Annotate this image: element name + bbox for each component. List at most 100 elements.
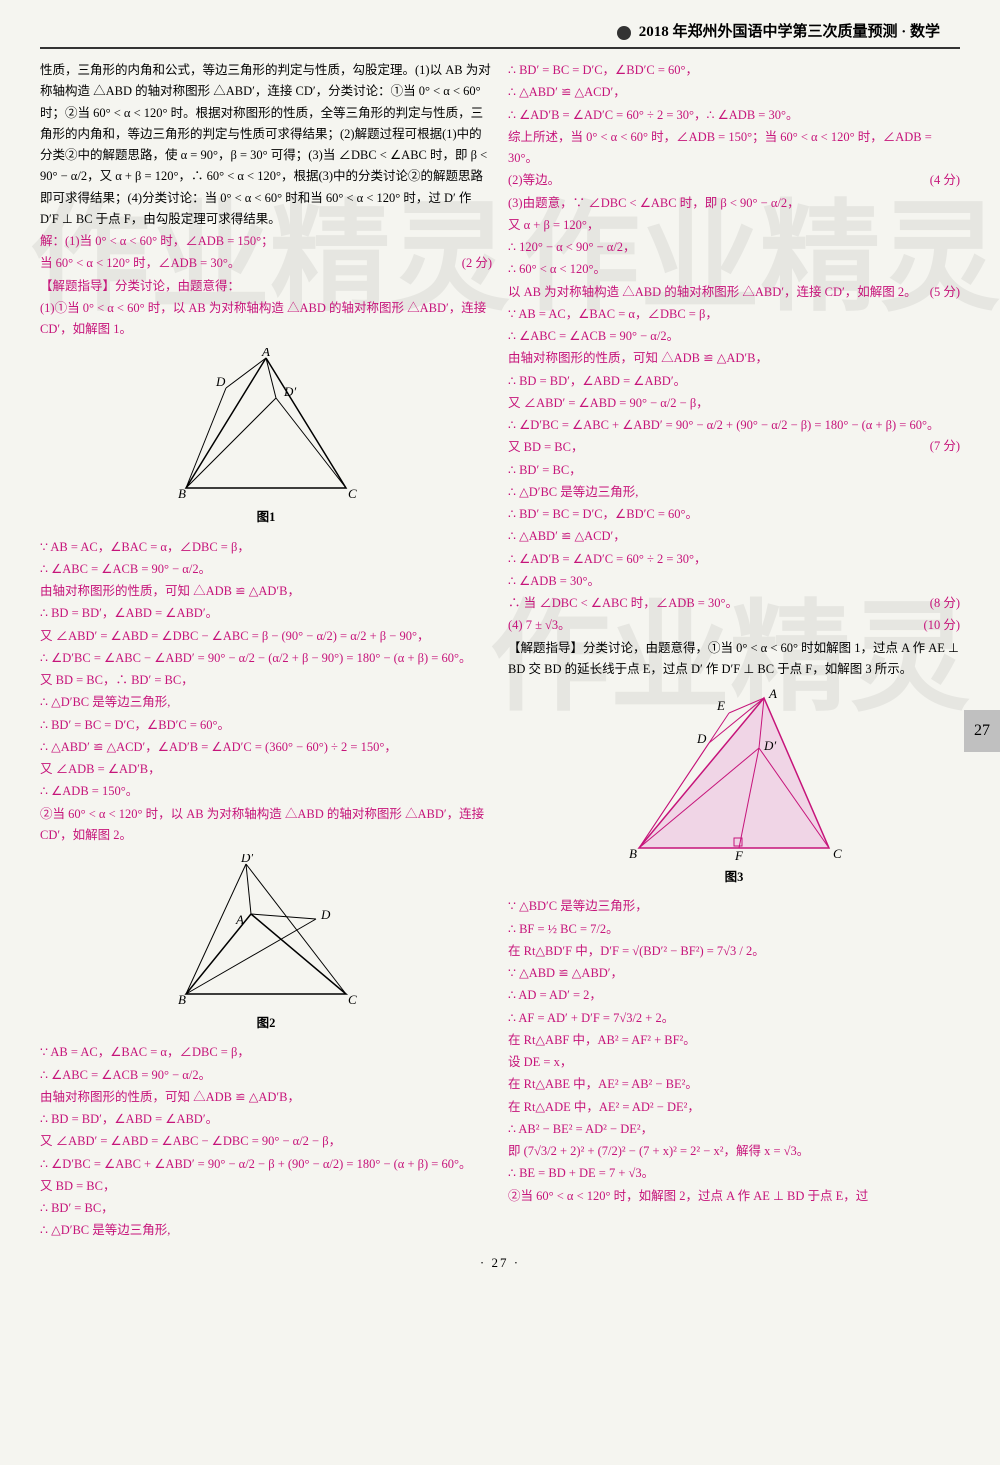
page-number: 27 (492, 1255, 509, 1270)
l18: ∴ ∠D′BC = ∠ABC + ∠ABD′ = 90° − α/2 − β +… (40, 1154, 492, 1175)
guide-title: 【解题指导】分类讨论，由题意得： (40, 276, 492, 297)
l20: ∴ BD′ = BC， (40, 1198, 492, 1219)
score-2: (2 分) (462, 253, 492, 274)
l2: ∴ ∠ABC = ∠ACB = 90° − α/2。 (40, 559, 492, 580)
header-circle (617, 26, 631, 40)
answer-1b: 当 60° < α < 120° 时，∠ADB = 30°。 (2 分) (40, 253, 492, 274)
r22: ∴ ∠AD′B = ∠AD′C = 60° ÷ 2 = 30°， (508, 549, 960, 570)
figure-3: A E D D′ B F C 图3 (508, 688, 960, 888)
svg-text:D: D (215, 374, 226, 389)
svg-text:A: A (261, 348, 270, 359)
r16: ∴ ∠D′BC = ∠ABC + ∠ABD′ = 90° − α/2 + (90… (508, 415, 960, 436)
r21: ∴ △ABD′ ≌ △ACD′， (508, 526, 960, 547)
page-header: 2018 年郑州外国语中学第三次质量预测 · 数学 (40, 20, 960, 49)
r29: ∵ △ABD ≌ △ABD′， (508, 963, 960, 984)
figure-1-label: 图1 (40, 507, 492, 528)
r16-text: ∴ ∠D′BC = ∠ABC + ∠ABD′ = 90° − α/2 + (90… (508, 418, 939, 432)
l6: ∴ ∠D′BC = ∠ABC − ∠ABD′ = 90° − α/2 − (α/… (40, 648, 492, 669)
header-title: 2018 年郑州外国语中学第三次质量预测 · 数学 (639, 24, 940, 40)
svg-text:E: E (716, 698, 725, 713)
left-column: 性质，三角形的内角和公式，等边三角形的判定与性质，勾股定理。(1)以 AB 为对… (40, 59, 492, 1243)
l16: ∴ BD = BD′，∠ABD = ∠ABD′。 (40, 1109, 492, 1130)
svg-text:F: F (734, 848, 744, 863)
r18: ∴ BD′ = BC， (508, 460, 960, 481)
score-7: (7 分) (930, 436, 960, 457)
r8: ∴ 120° − α < 90° − α/2， (508, 237, 960, 258)
l3: 由轴对称图形的性质，可知 △ADB ≌ △AD′B， (40, 581, 492, 602)
intro-text: 性质，三角形的内角和公式，等边三角形的判定与性质，勾股定理。(1)以 AB 为对… (40, 60, 492, 230)
r25-text: (4) 7 ± √3。 (508, 618, 571, 632)
case1-text: (1)①当 0° < α < 60° 时，以 AB 为对称轴构造 △ABD 的轴… (40, 298, 492, 341)
r20: ∴ BD′ = BC = D′C，∠BD′C = 60°。 (508, 504, 960, 525)
r15: 又 ∠ABD′ = ∠ABD = 90° − α/2 − β， (508, 393, 960, 414)
l19: 又 BD = BC， (40, 1176, 492, 1197)
r39: ②当 60° < α < 120° 时，如解图 2，过点 A 作 AE ⊥ BD… (508, 1186, 960, 1207)
l13: ∵ AB = AC，∠BAC = α，∠DBC = β， (40, 1042, 492, 1063)
l17: 又 ∠ABD′ = ∠ABD = ∠ABC − ∠DBC = 90° − α/2… (40, 1131, 492, 1152)
r7: 又 α + β = 120°， (508, 215, 960, 236)
r5-text: (2)等边。 (508, 173, 560, 187)
r37: 即 (7√3/2 + 2)² + (7/2)² − (7 + x)² = 2² … (508, 1141, 960, 1162)
l8: ∴ △D′BC 是等边三角形, (40, 692, 492, 713)
r10-text: 以 AB 为对称轴构造 △ABD 的轴对称图形 △ABD′，连接 CD′，如解图… (508, 285, 917, 299)
l12: ∴ ∠ADB = 150°。 (40, 781, 492, 802)
r23: ∴ ∠ADB = 30°。 (508, 571, 960, 592)
score-5: (5 分) (930, 282, 960, 303)
r12: ∴ ∠ABC = ∠ACB = 90° − α/2。 (508, 326, 960, 347)
l9: ∴ BD′ = BC = D′C，∠BD′C = 60°。 (40, 715, 492, 736)
r1: ∴ BD′ = BC = D′C，∠BD′C = 60°， (508, 60, 960, 81)
figure-1: A D D′ B C 图1 (40, 348, 492, 528)
svg-text:C: C (348, 486, 357, 501)
r2: ∴ △ABD′ ≌ △ACD′， (508, 82, 960, 103)
r25: (4) 7 ± √3。 (10 分) (508, 615, 960, 636)
figure-3-svg: A E D D′ B F C (609, 688, 859, 863)
r27: ∴ BF = ½ BC = 7/2。 (508, 919, 960, 940)
svg-text:C: C (348, 992, 357, 1007)
r5: (2)等边。 (4 分) (508, 170, 960, 191)
l21: ∴ △D′BC 是等边三角形, (40, 1220, 492, 1241)
r34: 在 Rt△ABE 中，AE² = AB² − BE²。 (508, 1074, 960, 1095)
answer-1a: 解：(1)当 0° < α < 60° 时，∠ADB = 150°； (40, 231, 492, 252)
l14: ∴ ∠ABC = ∠ACB = 90° − α/2。 (40, 1065, 492, 1086)
r10: 以 AB 为对称轴构造 △ABD 的轴对称图形 △ABD′，连接 CD′，如解图… (508, 282, 960, 303)
r24-text: ∴ 当 ∠DBC < ∠ABC 时，∠ADB = 30°。 (508, 596, 738, 610)
l11: 又 ∠ADB = ∠AD′B， (40, 759, 492, 780)
svg-text:D: D (696, 731, 707, 746)
r3: ∴ ∠AD′B = ∠AD′C = 60° ÷ 2 = 30°，∴ ∠ADB =… (508, 105, 960, 126)
figure-2-svg: D′ A D B C (156, 854, 376, 1009)
figure-2: D′ A D B C 图2 (40, 854, 492, 1034)
svg-text:B: B (178, 992, 186, 1007)
svg-text:B: B (629, 846, 637, 861)
r4-text: 综上所述，当 0° < α < 60° 时，∠ADB = 150°；当 60° … (508, 130, 932, 165)
r36: ∴ AB² − BE² = AD² − DE²， (508, 1119, 960, 1140)
r31: ∴ AF = AD′ + D′F = 7√3/2 + 2。 (508, 1008, 960, 1029)
score-8: (8 分) (930, 593, 960, 614)
r4: 综上所述，当 0° < α < 60° 时，∠ADB = 150°；当 60° … (508, 127, 960, 170)
l4: ∴ BD = BD′，∠ABD = ∠ABD′。 (40, 603, 492, 624)
answer-1b-text: 当 60° < α < 120° 时，∠ADB = 30°。 (40, 256, 240, 270)
l15: 由轴对称图形的性质，可知 △ADB ≌ △AD′B， (40, 1087, 492, 1108)
svg-text:C: C (833, 846, 842, 861)
l5: 又 ∠ABD′ = ∠ABD = ∠DBC − ∠ABC = β − (90° … (40, 626, 492, 647)
r38: ∴ BE = BD + DE = 7 + √3。 (508, 1163, 960, 1184)
r6: (3)由题意，∵ ∠DBC < ∠ABC 时，即 β < 90° − α/2， (508, 193, 960, 214)
svg-text:D: D (320, 907, 331, 922)
svg-text:D′: D′ (763, 738, 776, 753)
l10: ∴ △ABD′ ≌ △ACD′，∠AD′B = ∠AD′C = (360° − … (40, 737, 492, 758)
svg-text:B: B (178, 486, 186, 501)
r35: 在 Rt△ADE 中，AE² = AD² − DE²， (508, 1097, 960, 1118)
side-page-tab: 27 (964, 710, 1000, 752)
page-footer: · 27 · (40, 1255, 960, 1271)
r24: ∴ 当 ∠DBC < ∠ABC 时，∠ADB = 30°。 (8 分) (508, 593, 960, 614)
r33: 设 DE = x， (508, 1052, 960, 1073)
r30: ∴ AD = AD′ = 2， (508, 985, 960, 1006)
r13: 由轴对称图形的性质，可知 △ADB ≌ △AD′B， (508, 348, 960, 369)
r19: ∴ △D′BC 是等边三角形, (508, 482, 960, 503)
right-column: ∴ BD′ = BC = D′C，∠BD′C = 60°， ∴ △ABD′ ≌ … (508, 59, 960, 1243)
r26: ∵ △BD′C 是等边三角形， (508, 896, 960, 917)
figure-1-svg: A D D′ B C (156, 348, 376, 503)
r14: ∴ BD = BD′，∠ABD = ∠ABD′。 (508, 371, 960, 392)
r11: ∵ AB = AC，∠BAC = α，∠DBC = β， (508, 304, 960, 325)
figure-2-label: 图2 (40, 1013, 492, 1034)
r17: 又 BD = BC， (508, 437, 960, 458)
